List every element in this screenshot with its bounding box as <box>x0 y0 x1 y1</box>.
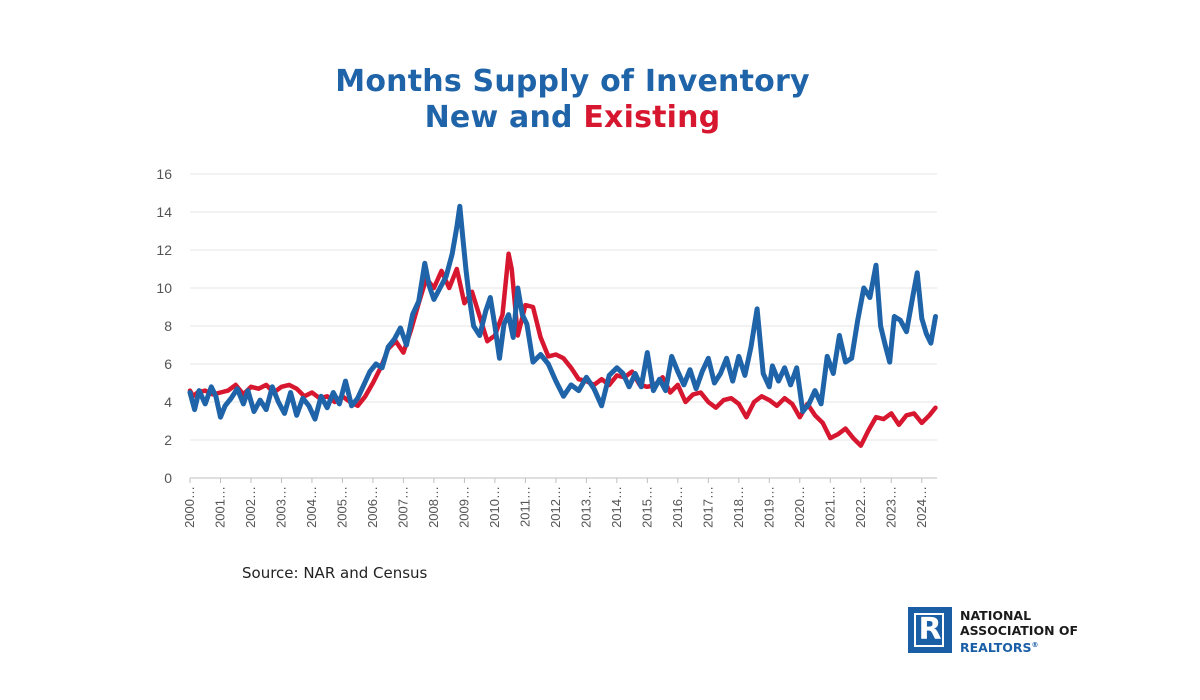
x-tick-label: 2021… <box>822 486 837 528</box>
series-line-existing <box>187 251 938 448</box>
y-tick-label: 8 <box>164 318 172 334</box>
realtor-r-icon: R <box>908 607 952 653</box>
x-tick-label: 2013… <box>578 486 593 528</box>
title-existing: Existing <box>583 100 721 135</box>
nar-logo: R NATIONAL ASSOCIATION OF REALTORS® <box>908 607 1168 655</box>
x-tick-label: 2001… <box>212 486 227 528</box>
logo-line-1: NATIONAL <box>960 608 1032 623</box>
x-tick-label: 2002… <box>243 486 258 528</box>
x-axis-ticks: 2000… 2001… 2002… 2003… 2004… 2005… 2006… 2007…… <box>182 478 929 528</box>
x-tick-label: 2014… <box>609 486 624 528</box>
x-tick-label: 2012… <box>548 486 563 528</box>
x-tick-label: 2007… <box>395 486 410 528</box>
logo-realtors: REALTORS <box>960 640 1032 656</box>
y-tick-label: 12 <box>156 242 172 258</box>
logo-line-3: REALTORS® <box>960 638 1078 655</box>
data-series <box>187 203 938 448</box>
y-tick-label: 0 <box>164 470 172 486</box>
logo-text: NATIONAL ASSOCIATION OF REALTORS® <box>960 608 1078 655</box>
x-tick-label: 2003… <box>273 486 288 528</box>
logo-line-2: ASSOCIATION OF <box>960 623 1079 638</box>
series-line-new <box>187 203 938 422</box>
y-tick-label: 6 <box>164 356 172 372</box>
y-axis-ticks: 0 2 4 6 8 10 12 14 16 <box>156 166 172 486</box>
x-tick-label: 2009… <box>456 486 471 528</box>
x-tick-label: 2019… <box>761 486 776 528</box>
y-tick-label: 16 <box>156 166 172 182</box>
x-tick-label: 2016… <box>670 486 685 528</box>
x-tick-label: 2000… <box>182 486 197 528</box>
x-tick-label: 2017… <box>700 486 715 528</box>
x-tick-label: 2023… <box>883 486 898 528</box>
y-tick-label: 10 <box>156 280 172 296</box>
logo-trademark: ® <box>1031 641 1039 649</box>
gridlines <box>190 173 937 441</box>
y-tick-label: 2 <box>164 432 172 448</box>
x-tick-label: 2024… <box>914 486 929 528</box>
title-line-1: Months Supply of Inventory <box>335 64 810 99</box>
x-tick-label: 2015… <box>639 486 654 528</box>
y-tick-label: 4 <box>164 394 172 410</box>
y-tick-label: 14 <box>156 204 172 220</box>
title-new-and: New and <box>424 100 584 135</box>
x-tick-label: 2004… <box>304 486 319 528</box>
x-tick-label: 2018… <box>731 486 746 528</box>
x-tick-label: 2020… <box>792 486 807 528</box>
chart-title: Months Supply of Inventory New and Exist… <box>0 64 1145 136</box>
title-line-2: New and Existing <box>0 100 1145 136</box>
x-tick-label: 2011… <box>517 486 532 527</box>
x-tick-label: 2022… <box>853 486 868 528</box>
x-tick-label: 2010… <box>487 486 502 528</box>
x-tick-label: 2005… <box>334 486 349 528</box>
x-tick-label: 2008… <box>426 486 441 528</box>
source-note: Source: NAR and Census <box>242 564 428 582</box>
x-tick-label: 2006… <box>365 486 380 528</box>
